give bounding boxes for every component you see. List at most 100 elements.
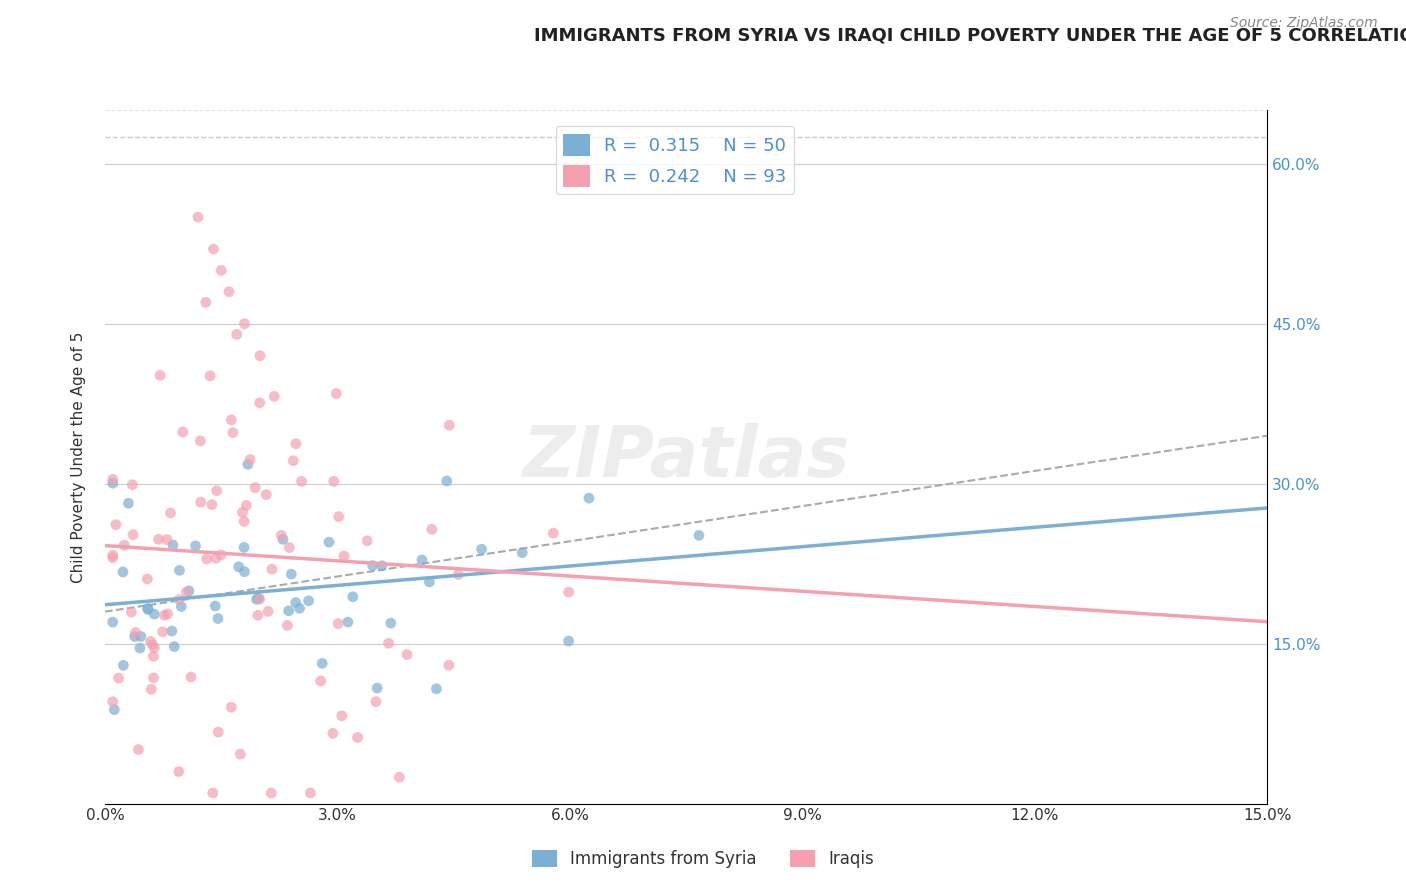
- Point: [176, 585, 198, 599]
- Point: [136, 572, 159, 586]
- Point: [361, 558, 384, 573]
- Point: [436, 474, 458, 488]
- Point: [209, 548, 232, 562]
- Point: [222, 425, 245, 440]
- Point: [322, 726, 344, 740]
- Point: [124, 630, 146, 644]
- Point: [288, 601, 311, 615]
- Point: [127, 742, 149, 756]
- Point: [201, 498, 224, 512]
- Point: [233, 317, 256, 331]
- Point: [328, 509, 350, 524]
- Point: [418, 574, 440, 589]
- Point: [333, 549, 356, 563]
- Point: [231, 505, 253, 519]
- Point: [148, 533, 170, 547]
- Point: [276, 618, 298, 632]
- Point: [299, 786, 322, 800]
- Text: IMMIGRANTS FROM SYRIA VS IRAQI CHILD POVERTY UNDER THE AGE OF 5 CORRELATION CHAR: IMMIGRANTS FROM SYRIA VS IRAQI CHILD POV…: [534, 27, 1406, 45]
- Legend: Immigrants from Syria, Iraqis: Immigrants from Syria, Iraqis: [526, 843, 880, 875]
- Point: [205, 483, 228, 498]
- Point: [156, 533, 179, 547]
- Point: [447, 567, 470, 582]
- Point: [235, 499, 257, 513]
- Point: [364, 695, 387, 709]
- Point: [271, 533, 294, 547]
- Text: Source: ZipAtlas.com: Source: ZipAtlas.com: [1230, 16, 1378, 29]
- Point: [283, 454, 305, 468]
- Point: [311, 657, 333, 671]
- Point: [112, 658, 135, 673]
- Point: [117, 496, 139, 510]
- Point: [136, 601, 159, 615]
- Point: [204, 551, 226, 566]
- Point: [112, 538, 135, 552]
- Point: [101, 615, 124, 629]
- Point: [162, 538, 184, 552]
- Point: [330, 708, 353, 723]
- Point: [107, 671, 129, 685]
- Point: [557, 585, 579, 599]
- Point: [101, 476, 124, 491]
- Point: [103, 703, 125, 717]
- Point: [152, 624, 174, 639]
- Point: [190, 495, 212, 509]
- Legend: R =  0.315    N = 50, R =  0.242    N = 93: R = 0.315 N = 50, R = 0.242 N = 93: [555, 127, 794, 194]
- Point: [124, 625, 146, 640]
- Point: [225, 327, 247, 342]
- Point: [141, 638, 163, 652]
- Point: [420, 522, 443, 536]
- Point: [120, 605, 142, 619]
- Point: [246, 608, 269, 623]
- Point: [411, 553, 433, 567]
- Point: [202, 242, 225, 256]
- Point: [187, 210, 209, 224]
- Point: [180, 670, 202, 684]
- Point: [129, 630, 152, 644]
- Point: [239, 452, 262, 467]
- Point: [245, 592, 267, 607]
- Point: [236, 458, 259, 472]
- Point: [322, 475, 344, 489]
- Y-axis label: Child Poverty Under the Age of 5: Child Poverty Under the Age of 5: [72, 331, 86, 582]
- Point: [471, 542, 494, 557]
- Point: [101, 472, 124, 486]
- Point: [207, 611, 229, 625]
- Point: [141, 682, 163, 697]
- Point: [336, 615, 359, 629]
- Point: [104, 517, 127, 532]
- Point: [184, 539, 207, 553]
- Point: [229, 747, 252, 761]
- Point: [346, 731, 368, 745]
- Point: [142, 649, 165, 664]
- Point: [388, 770, 411, 784]
- Point: [557, 634, 579, 648]
- Point: [371, 558, 394, 573]
- Point: [247, 591, 270, 606]
- Point: [218, 285, 240, 299]
- Point: [101, 695, 124, 709]
- Point: [249, 592, 271, 607]
- Point: [204, 599, 226, 613]
- Point: [263, 389, 285, 403]
- Point: [101, 549, 124, 563]
- Point: [396, 648, 419, 662]
- Point: [277, 604, 299, 618]
- Point: [160, 624, 183, 638]
- Point: [270, 528, 292, 542]
- Point: [309, 673, 332, 688]
- Point: [159, 506, 181, 520]
- Point: [195, 552, 218, 566]
- Point: [377, 636, 399, 650]
- Point: [209, 263, 232, 277]
- Point: [325, 386, 347, 401]
- Point: [233, 515, 256, 529]
- Point: [254, 488, 277, 502]
- Point: [167, 764, 190, 779]
- Point: [143, 640, 166, 655]
- Point: [278, 541, 301, 555]
- Point: [257, 604, 280, 618]
- Point: [233, 541, 256, 555]
- Point: [167, 592, 190, 607]
- Point: [219, 700, 242, 714]
